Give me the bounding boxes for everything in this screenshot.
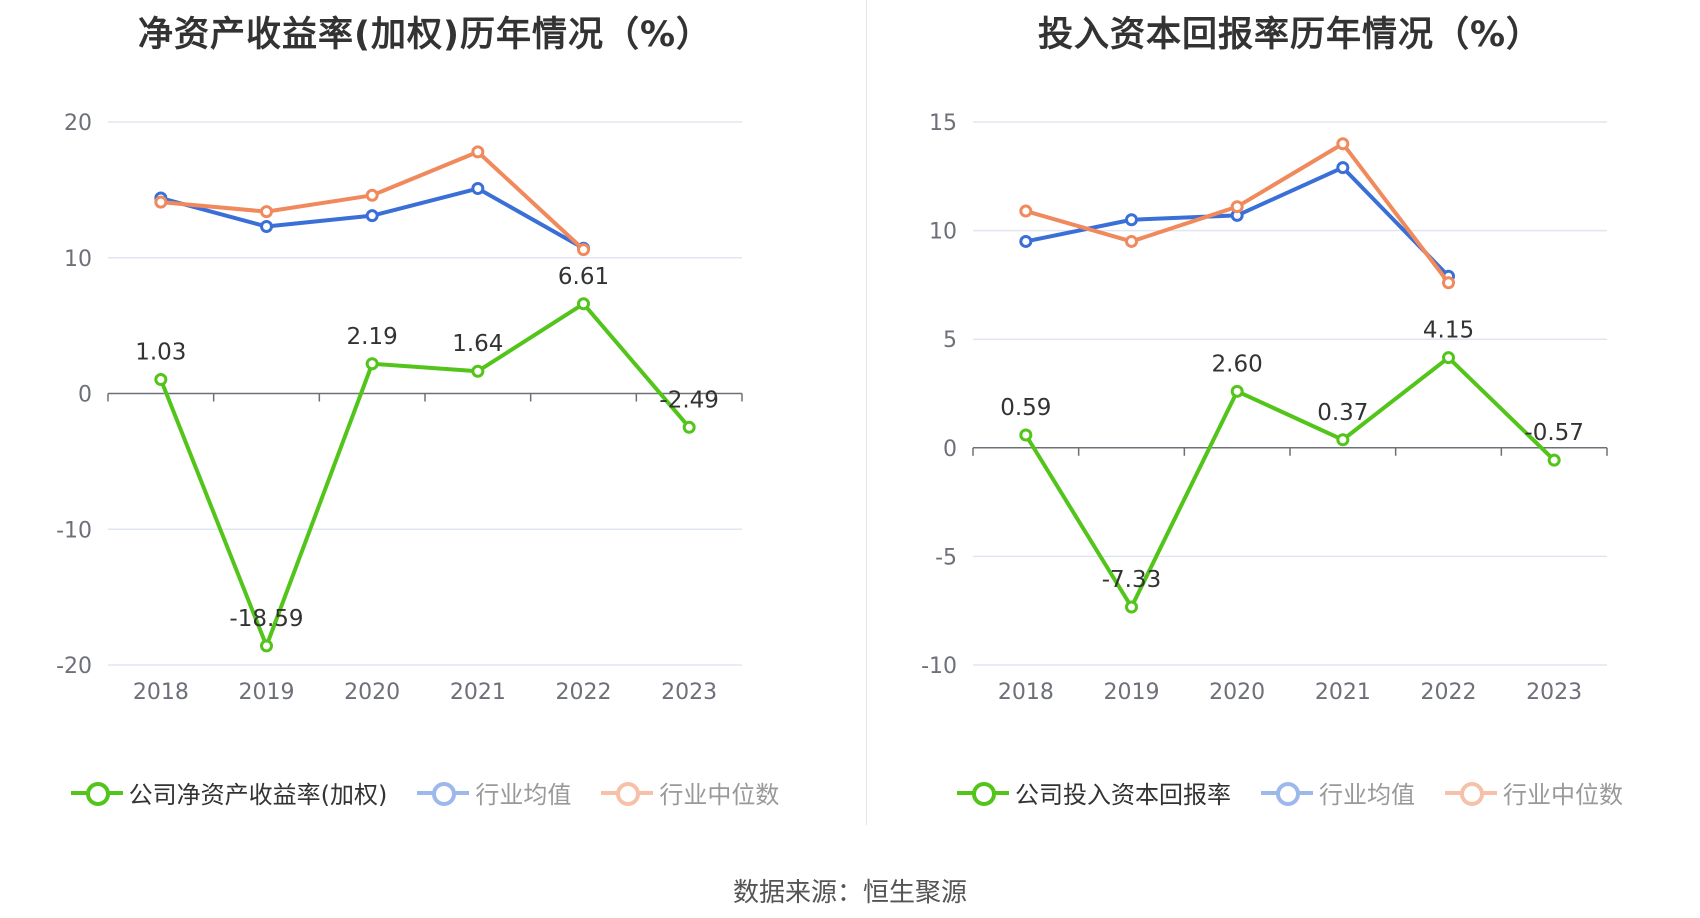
legend-label: 公司投入资本回报率 bbox=[1015, 781, 1231, 809]
data-label: 6.61 bbox=[558, 264, 609, 290]
x-tick-label: 2019 bbox=[1104, 680, 1160, 705]
data-point-median bbox=[1019, 204, 1033, 218]
data-point-avg bbox=[1336, 161, 1350, 175]
roic-line-chart: 15 10 5 0 -5 -10 2018 2019 2020 2021 2022 2023 0.59 -… bbox=[921, 111, 1608, 705]
chart-legend: 公司投入资本回报率 行业均值 行业中位数 bbox=[865, 775, 1700, 810]
data-label: 0.37 bbox=[1317, 400, 1368, 426]
data-point-company bbox=[1230, 384, 1244, 398]
chart-title: 投入资本回报率历年情况（%） bbox=[1037, 15, 1543, 55]
data-point-median bbox=[1442, 276, 1455, 290]
data-point-company bbox=[1019, 428, 1033, 442]
data-point-avg bbox=[1019, 234, 1033, 248]
y-tick-label: 0 bbox=[943, 437, 957, 462]
data-label: 1.64 bbox=[452, 331, 503, 357]
x-tick-label: 2021 bbox=[450, 680, 506, 705]
data-point-company bbox=[1336, 433, 1350, 447]
data-point-company bbox=[471, 364, 485, 378]
x-tick-label: 2021 bbox=[1315, 680, 1371, 705]
y-tick-label: -10 bbox=[921, 654, 957, 679]
legend-label: 行业中位数 bbox=[1503, 781, 1623, 809]
data-point-company bbox=[682, 420, 696, 434]
x-tick-label: 2018 bbox=[998, 680, 1054, 705]
legend-label: 行业中位数 bbox=[659, 781, 780, 809]
data-point-avg bbox=[260, 220, 273, 234]
x-tick-label: 2022 bbox=[1421, 680, 1477, 705]
data-label: 1.03 bbox=[135, 340, 186, 366]
x-tick-label: 2023 bbox=[1526, 680, 1582, 705]
data-point-company bbox=[260, 639, 273, 653]
legend-label: 公司净资产收益率(加权) bbox=[128, 781, 388, 809]
data-point-median bbox=[577, 243, 590, 257]
data-label: -2.49 bbox=[659, 387, 719, 413]
x-tick-label: 2020 bbox=[344, 680, 400, 705]
legend-label: 行业均值 bbox=[1319, 781, 1415, 809]
data-point-avg bbox=[471, 182, 485, 196]
data-point-company bbox=[1125, 600, 1138, 614]
y-tick-label: -10 bbox=[56, 518, 92, 543]
legend-item-median[interactable]: 行业中位数 bbox=[1445, 775, 1623, 810]
legend-symbol-icon bbox=[70, 780, 123, 806]
y-tick-label: 5 bbox=[943, 328, 957, 353]
y-tick-label: 20 bbox=[64, 111, 92, 136]
data-point-company bbox=[154, 373, 168, 387]
series-line-company bbox=[1024, 355, 1556, 610]
data-label: 2.19 bbox=[347, 324, 398, 350]
x-tick-label: 2018 bbox=[133, 680, 189, 705]
y-tick-label: -20 bbox=[56, 654, 92, 679]
data-point-company bbox=[365, 357, 379, 371]
series-line-company bbox=[158, 301, 691, 648]
panel-divider bbox=[866, 0, 867, 825]
data-point-median bbox=[1230, 200, 1244, 214]
x-tick-label: 2020 bbox=[1209, 680, 1265, 705]
data-point-company bbox=[1442, 351, 1455, 365]
y-tick-label: 15 bbox=[929, 111, 957, 136]
data-point-median bbox=[1125, 234, 1138, 248]
y-tick-label: 10 bbox=[929, 220, 957, 245]
data-label: 4.15 bbox=[1423, 318, 1474, 344]
data-point-median bbox=[1336, 137, 1350, 151]
y-tick-label: 0 bbox=[78, 383, 92, 408]
data-label: -0.57 bbox=[1524, 420, 1584, 446]
legend-item-company[interactable]: 公司净资产收益率(加权) bbox=[70, 775, 388, 810]
data-source-label: 数据来源：恒生聚源 bbox=[732, 878, 967, 908]
data-label: 2.60 bbox=[1212, 351, 1263, 377]
data-point-company bbox=[577, 297, 590, 311]
legend-item-avg[interactable]: 行业均值 bbox=[1261, 775, 1415, 810]
data-label: -18.59 bbox=[229, 606, 303, 632]
data-label: 0.59 bbox=[1000, 395, 1051, 421]
chart-legend: 公司净资产收益率(加权) 行业均值 行业中位数 bbox=[0, 775, 850, 810]
y-tick-label: -5 bbox=[935, 545, 957, 570]
chart-panel-roic: 投入资本回报率历年情况（%） 15 10 5 0 -5 -10 2018 2019 2020 20… bbox=[865, 0, 1700, 830]
chart-panel-roe: 净资产收益率(加权)历年情况（%） 20 10 0 -10 -20 2018 2019 202… bbox=[0, 0, 850, 830]
x-tick-label: 2022 bbox=[556, 680, 612, 705]
legend-symbol-icon bbox=[1445, 780, 1497, 806]
legend-item-avg[interactable]: 行业均值 bbox=[417, 775, 571, 810]
legend-label: 行业均值 bbox=[475, 781, 572, 809]
data-point-median bbox=[260, 205, 273, 219]
legend-symbol-icon bbox=[601, 780, 654, 806]
x-tick-label: 2019 bbox=[239, 680, 295, 705]
data-point-avg bbox=[1125, 213, 1138, 227]
legend-symbol-icon bbox=[1261, 780, 1313, 806]
legend-item-company[interactable]: 公司投入资本回报率 bbox=[957, 775, 1231, 810]
data-point-company bbox=[1547, 453, 1561, 467]
series-line-avg bbox=[1025, 165, 1450, 278]
data-point-avg bbox=[365, 209, 379, 223]
legend-symbol-icon bbox=[957, 780, 1009, 806]
legend-symbol-icon bbox=[417, 780, 470, 806]
legend-item-median[interactable]: 行业中位数 bbox=[601, 775, 779, 810]
x-tick-label: 2023 bbox=[661, 680, 717, 705]
data-point-median bbox=[154, 195, 168, 209]
data-label: -7.33 bbox=[1102, 567, 1162, 593]
roe-line-chart: 20 10 0 -10 -20 2018 2019 2020 2021 2022 2023 1.03 -… bbox=[56, 111, 743, 705]
chart-title: 净资产收益率(加权)历年情况（%） bbox=[137, 15, 713, 55]
y-tick-label: 10 bbox=[64, 247, 92, 272]
data-point-median bbox=[471, 145, 485, 159]
data-point-median bbox=[365, 188, 379, 202]
